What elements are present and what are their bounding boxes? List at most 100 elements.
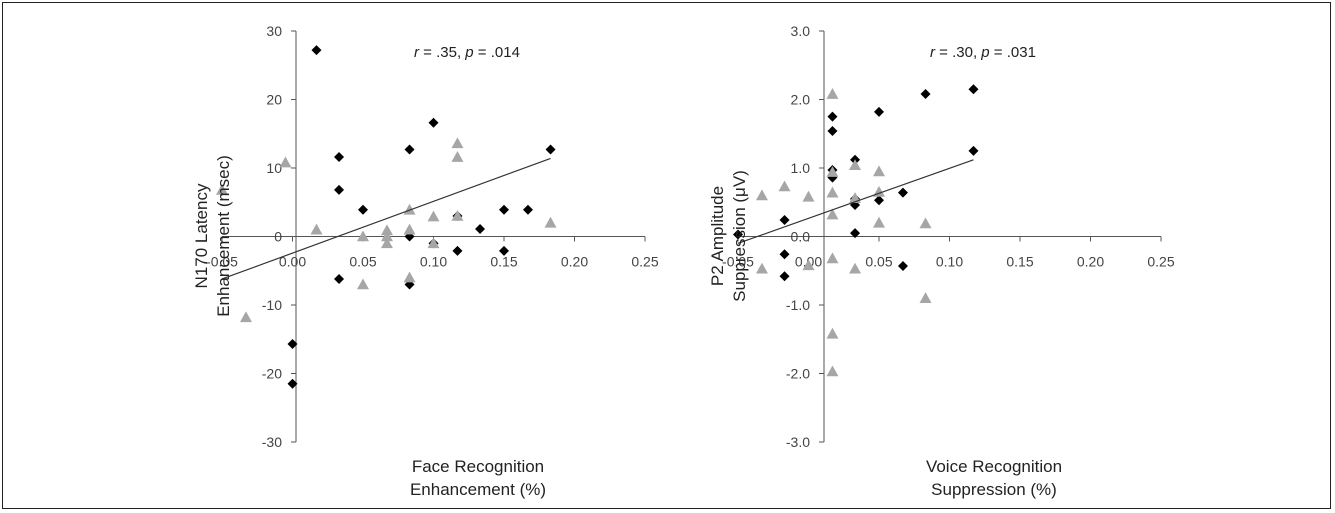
data-point-diamond [920, 89, 931, 100]
data-point-diamond [733, 229, 743, 240]
panel-face-recognition: 30 20 10 0 -10 -20 -30 -0.05 0.00 0.05 0.10 0.15 0.2… [192, 23, 659, 499]
data-point-triangle [919, 292, 932, 303]
x-tick-label: 0.20 [1077, 254, 1104, 270]
data-point-diamond [827, 126, 838, 137]
y-tick-label: 0.0 [791, 229, 811, 245]
x-tick-label: 0.25 [631, 254, 658, 270]
points-face [216, 45, 557, 389]
data-point-triangle [826, 186, 839, 198]
y-tick-label: -10 [262, 297, 282, 313]
x-tick-label: 0.15 [490, 254, 517, 270]
data-point-triangle [755, 262, 768, 274]
data-point-triangle [310, 223, 323, 235]
data-point-diamond [404, 144, 415, 155]
r-value: = .35, [419, 44, 465, 61]
axes-voice: 3.02.01.00.0-1.0-2.0-3.0-0.050.000.050.1… [722, 23, 1175, 450]
data-point-diamond [522, 204, 533, 215]
trendline [737, 159, 974, 244]
data-point-diamond [779, 271, 790, 282]
data-point-diamond [897, 260, 908, 271]
x-tick-label: 0.05 [865, 254, 892, 270]
trendline [221, 157, 551, 280]
p-symbol: p [980, 44, 989, 61]
y-axis-label-voice-line2: Suppression (μV) [730, 170, 749, 302]
data-point-triangle [357, 278, 369, 290]
data-point-triangle [380, 237, 393, 249]
data-point-diamond [968, 145, 979, 156]
data-point-triangle [380, 224, 393, 236]
data-point-triangle [403, 271, 416, 283]
data-point-diamond [452, 245, 463, 256]
x-axis-label-face-line2: Enhancement (%) [410, 480, 546, 499]
x-axis-label-face-line1: Face Recognition [412, 457, 544, 476]
data-point-diamond [287, 378, 298, 389]
x-tick-label: 0.10 [420, 254, 447, 270]
r-symbol: r [414, 44, 420, 61]
x-tick-label: -0.05 [722, 254, 754, 270]
y-tick-label: 1.0 [791, 160, 811, 176]
x-tick-label: 0.25 [1147, 254, 1174, 270]
data-point-diamond [850, 228, 861, 239]
x-tick-label: 0.15 [1006, 254, 1033, 270]
data-point-triangle [427, 237, 440, 249]
data-point-triangle [826, 208, 839, 220]
data-point-triangle [451, 209, 464, 221]
data-point-triangle [239, 311, 252, 323]
data-point-triangle [826, 88, 839, 99]
correlation-annotation-voice: r = .30, p = .031 [930, 44, 1036, 61]
data-point-diamond [428, 117, 439, 128]
y-tick-label: -2.0 [786, 366, 810, 382]
x-tick-label: 0.10 [936, 254, 963, 270]
data-point-triangle [451, 137, 464, 149]
data-point-triangle [802, 259, 815, 271]
data-point-diamond [545, 144, 556, 155]
axes-face: 30 20 10 0 -10 -20 -30 -0.05 0.00 0.05 0.10 0.15 0.2… [206, 23, 659, 450]
x-axis-label-voice-line1: Voice Recognition [926, 457, 1062, 476]
data-point-triangle [380, 230, 393, 242]
data-point-diamond [311, 45, 322, 56]
y-tick-label: 10 [266, 160, 282, 176]
data-point-triangle [427, 210, 440, 222]
data-point-triangle [826, 252, 839, 264]
data-point-diamond [827, 111, 838, 122]
data-point-triangle [919, 217, 932, 229]
data-point-diamond [874, 195, 884, 206]
correlation-annotation-face: r = .35, p = .014 [414, 44, 520, 61]
data-point-triangle [849, 159, 862, 171]
data-point-triangle [873, 216, 885, 228]
x-tick-label: 0.20 [561, 254, 588, 270]
y-axis-label-face-line2: Enhancement (msec) [214, 155, 233, 317]
panel-voice-recognition: 3.02.01.00.0-1.0-2.0-3.0-0.050.000.050.1… [708, 23, 1175, 499]
data-point-diamond [874, 106, 884, 117]
data-point-triangle [873, 165, 885, 177]
data-point-triangle [451, 151, 464, 162]
data-point-diamond [779, 215, 790, 226]
y-tick-label: 30 [266, 23, 282, 39]
data-point-triangle [544, 216, 557, 228]
data-point-diamond [779, 249, 790, 260]
y-tick-label: 2.0 [791, 92, 811, 108]
y-tick-label: 20 [266, 92, 282, 108]
data-point-diamond [287, 339, 298, 350]
data-point-triangle [826, 166, 839, 177]
y-tick-label: 0 [274, 229, 282, 245]
p-value: = .031 [990, 44, 1036, 61]
x-axis-label-voice-line2: Suppression (%) [931, 480, 1057, 499]
data-point-triangle [802, 190, 815, 202]
data-point-diamond [968, 84, 979, 95]
data-point-diamond [358, 204, 368, 215]
data-point-triangle [849, 262, 862, 274]
data-point-diamond [334, 273, 345, 284]
y-axis-label-face-line1: N170 Latency [192, 183, 211, 288]
data-point-diamond [897, 187, 908, 198]
data-point-diamond [334, 184, 345, 195]
x-tick-label: 0.00 [279, 254, 306, 270]
data-point-diamond [475, 223, 486, 234]
data-point-triangle [403, 223, 416, 235]
data-point-diamond [334, 152, 345, 163]
r-symbol: r [930, 44, 936, 61]
data-point-triangle [216, 183, 228, 195]
y-tick-label: -30 [262, 434, 282, 450]
data-point-triangle [778, 180, 791, 192]
